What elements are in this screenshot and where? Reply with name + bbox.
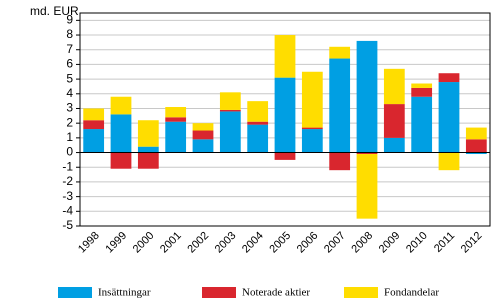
y-tick-label: 5 bbox=[66, 71, 73, 85]
bar bbox=[383, 68, 405, 105]
y-tick-label: 0 bbox=[66, 145, 73, 159]
y-tick-label: 9 bbox=[66, 13, 73, 27]
y-tick-label: 4 bbox=[66, 86, 73, 100]
bar bbox=[165, 121, 187, 153]
bar bbox=[192, 139, 214, 153]
bar bbox=[165, 117, 187, 122]
bar bbox=[301, 129, 323, 153]
plot-frame bbox=[79, 12, 491, 227]
bar bbox=[110, 96, 132, 115]
y-axis-label: md. EUR bbox=[30, 4, 79, 18]
bar bbox=[83, 120, 105, 130]
bar bbox=[219, 92, 241, 110]
bar bbox=[383, 104, 405, 138]
y-tick-label: 2 bbox=[66, 115, 73, 129]
legend-label: Insättningar bbox=[98, 287, 151, 299]
x-tick-label: 2005 bbox=[267, 230, 293, 256]
bar bbox=[83, 129, 105, 153]
legend-swatch bbox=[202, 287, 236, 298]
x-tick-label: 2000 bbox=[131, 230, 157, 256]
bar bbox=[465, 152, 487, 155]
bar bbox=[192, 130, 214, 140]
bar bbox=[274, 35, 296, 78]
legend-label: Noterade aktier bbox=[242, 287, 310, 299]
bar bbox=[356, 154, 378, 219]
bar bbox=[329, 152, 351, 171]
bar bbox=[301, 71, 323, 128]
y-tick-label: 3 bbox=[66, 101, 73, 115]
bar bbox=[247, 101, 269, 122]
x-tick-label: 2010 bbox=[404, 230, 430, 256]
bar bbox=[438, 152, 460, 171]
bar bbox=[438, 82, 460, 153]
bar bbox=[274, 77, 296, 153]
x-tick-label: 2003 bbox=[213, 230, 239, 256]
bar bbox=[137, 152, 159, 169]
bar bbox=[438, 73, 460, 83]
x-tick-label: 2007 bbox=[322, 230, 348, 256]
y-tick-label: -1 bbox=[62, 159, 73, 173]
x-tick-label: 2008 bbox=[349, 230, 375, 256]
y-tick-label: 6 bbox=[66, 57, 73, 71]
x-tick-label: 1999 bbox=[103, 230, 129, 256]
bar bbox=[465, 139, 487, 153]
bar bbox=[219, 111, 241, 153]
y-tick-label: 8 bbox=[66, 27, 73, 41]
bar bbox=[301, 127, 323, 130]
bar bbox=[274, 152, 296, 160]
x-tick-label: 2001 bbox=[158, 230, 184, 256]
x-tick-label: 2012 bbox=[459, 230, 485, 256]
y-tick-label: 7 bbox=[66, 42, 73, 56]
y-tick-label: -2 bbox=[62, 174, 73, 188]
bar bbox=[110, 152, 132, 169]
x-tick-label: 2004 bbox=[240, 230, 266, 256]
bar bbox=[219, 109, 241, 112]
y-tick-label: -3 bbox=[62, 189, 73, 203]
y-tick-label: -4 bbox=[62, 203, 73, 217]
bar bbox=[192, 123, 214, 131]
bar bbox=[329, 46, 351, 59]
y-tick-label: 1 bbox=[66, 130, 73, 144]
y-tick-label: -5 bbox=[62, 218, 73, 232]
bar bbox=[137, 146, 159, 153]
bar bbox=[247, 124, 269, 153]
bar bbox=[411, 83, 433, 88]
bar bbox=[411, 96, 433, 153]
x-tick-label: 2002 bbox=[185, 230, 211, 256]
bar bbox=[83, 108, 105, 121]
legend-label: Fondandelar bbox=[384, 287, 439, 299]
x-tick-label: 1998 bbox=[76, 230, 102, 256]
legend-swatch bbox=[344, 287, 378, 298]
bar bbox=[247, 121, 269, 125]
bar bbox=[165, 107, 187, 118]
legend-swatch bbox=[58, 287, 92, 298]
bar bbox=[465, 127, 487, 140]
bar bbox=[383, 137, 405, 153]
x-tick-label: 2006 bbox=[295, 230, 321, 256]
bar bbox=[110, 114, 132, 153]
x-tick-label: 2011 bbox=[432, 230, 457, 255]
bar bbox=[356, 40, 378, 153]
bar bbox=[329, 58, 351, 153]
x-tick-label: 2009 bbox=[377, 230, 403, 256]
bar bbox=[356, 152, 378, 155]
bar bbox=[137, 120, 159, 147]
bar bbox=[411, 87, 433, 97]
